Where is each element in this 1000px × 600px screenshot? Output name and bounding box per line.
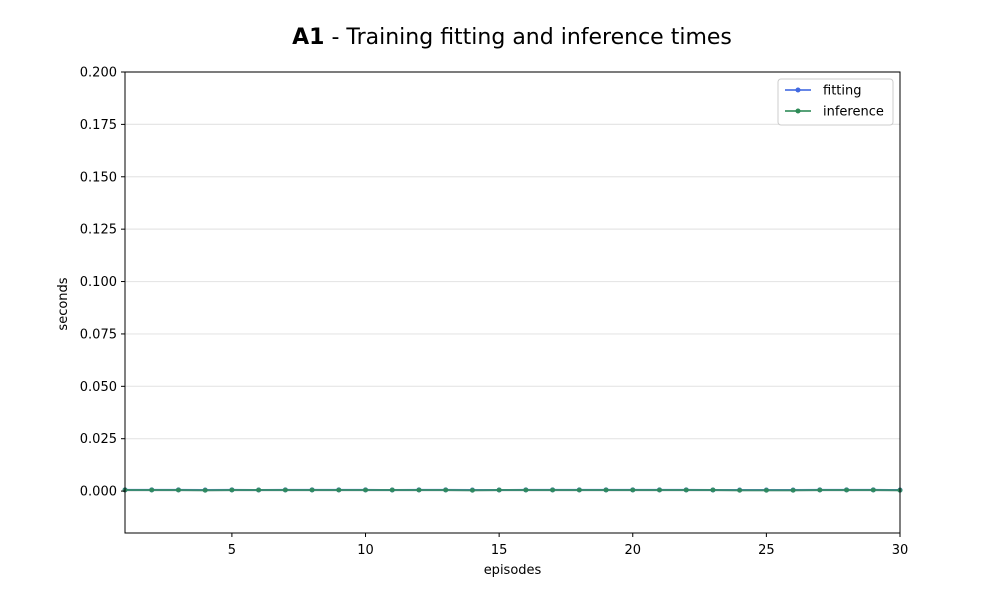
legend-marker-inference [795,108,801,114]
x-tick-label: 30 [892,543,909,558]
grid-lines [125,71,900,492]
y-tick-label: 0.150 [80,170,117,185]
axes [124,71,901,534]
y-axis-label: seconds [56,277,71,330]
data-point-inference [523,487,529,493]
data-point-inference [229,487,235,493]
data-point-inference [256,487,262,493]
data-point-inference [630,487,636,493]
legend-entries: fitting inference [785,84,884,120]
data-point-inference [496,487,502,493]
data-point-inference [309,487,315,493]
data-point-inference [149,487,155,493]
data-point-inference [202,487,208,493]
legend-label-inference: inference [823,105,884,120]
x-tick-label: 15 [491,543,508,558]
data-point-inference [389,487,395,493]
data-point-inference [790,487,796,493]
data-point-inference [282,487,288,493]
chart-title-rest: - Training fitting and inference times [324,25,731,50]
data-point-inference [443,487,449,493]
series-layer [122,487,903,493]
data-point-inference [336,487,342,493]
chart-title: A1 - Training fitting and inference time… [292,25,732,50]
x-axis-label: episodes [484,563,542,578]
data-point-inference [175,487,181,493]
x-tick-label: 5 [228,543,236,558]
data-point-inference [737,487,743,493]
data-point-inference [844,487,850,493]
data-point-inference [763,487,769,493]
data-point-inference [469,487,475,493]
x-tick-label: 25 [758,543,775,558]
y-ticks: 0.000 0.025 0.050 0.075 0.100 0.125 0.150 0.175… [80,66,125,500]
data-point-inference [817,487,823,493]
data-point-inference [363,487,369,493]
y-tick-label: 0.100 [80,275,117,290]
data-point-inference [416,487,422,493]
legend-marker-fitting [795,87,801,93]
data-point-inference [550,487,556,493]
y-tick-label: 0.000 [80,485,117,500]
chart-title-bold: A1 [292,25,324,50]
x-tick-label: 10 [357,543,374,558]
y-tick-label: 0.050 [80,380,117,395]
y-tick-label: 0.025 [80,432,117,447]
y-tick-label: 0.175 [80,118,117,133]
plot-frame [124,71,901,534]
y-tick-label: 0.125 [80,223,117,238]
legend: fitting inference [777,78,894,126]
y-tick-label: 0.200 [80,66,117,81]
x-tick-label: 20 [624,543,641,558]
data-point-inference [870,487,876,493]
y-tick-label: 0.075 [80,327,117,342]
data-point-inference [576,487,582,493]
data-point-inference [603,487,609,493]
x-ticks: 5 10 15 20 25 30 [228,533,909,558]
legend-label-fitting: fitting [823,84,862,99]
data-point-inference [710,487,716,493]
data-point-inference [683,487,689,493]
data-point-inference [656,487,662,493]
